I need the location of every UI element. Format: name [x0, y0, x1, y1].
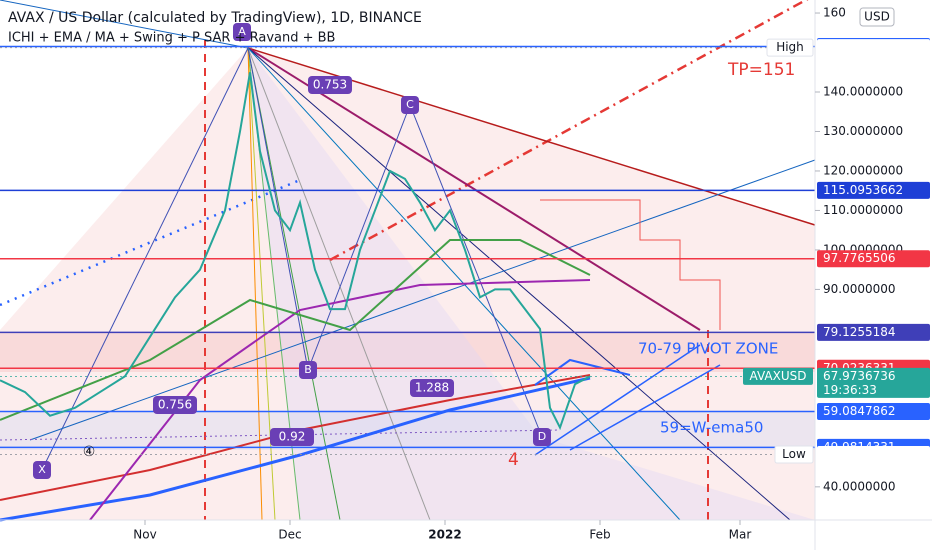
plot: X A B C D 0.753 0.756 1.288 0.92 [0, 23, 815, 479]
annotation: 70-79 PIVOT ZONE [638, 340, 778, 358]
cloud [540, 199, 721, 330]
price-label-box [817, 250, 930, 268]
tag: High [776, 40, 804, 54]
zone [0, 48, 815, 520]
trend [0, 0, 249, 49]
chart-subtitle: ICHI + EMA / MA + Swing + P SAR + Ravand… [8, 31, 335, 46]
ratio-box [410, 379, 454, 397]
y-tick-label: 40.0000000 [823, 479, 896, 493]
ratio-label: 0.92 [279, 430, 306, 444]
y-tick-label: 160 [823, 6, 846, 20]
point-label: D [538, 430, 546, 443]
point-label: X [38, 463, 46, 476]
point-box [401, 96, 419, 114]
price-label-box [817, 402, 930, 420]
y-tick-label: 90.0000000 [823, 282, 896, 296]
point-box [233, 23, 251, 41]
y-tick-label: 120.0000000 [823, 163, 903, 177]
tag-box [774, 445, 814, 464]
ema-zone [0, 412, 815, 450]
arrow [569, 364, 721, 451]
y-tick-label: 110.0000000 [823, 203, 903, 217]
price-label: 67.9736736 [823, 369, 896, 383]
point-box [533, 428, 551, 446]
y-tick-label: 130.0000000 [823, 124, 903, 138]
xabcd [409, 104, 543, 438]
tag: Low [782, 447, 806, 461]
tag: AVAXUSD [750, 369, 807, 383]
fan [247, 47, 431, 521]
fan [247, 47, 341, 521]
trend [247, 47, 701, 331]
annotation: TP=151 [727, 60, 795, 80]
price-series [0, 72, 591, 431]
ratio-box [270, 428, 314, 446]
point-box [33, 461, 51, 479]
point-label: C [406, 98, 414, 111]
axes: 160 140.0000000 130.0000000 120.0000000 110.… [133, 6, 930, 542]
currency-box [859, 7, 895, 27]
point-label: B [304, 363, 312, 376]
ratio-box [153, 396, 197, 414]
ema [89, 279, 591, 521]
price-label-box [817, 446, 930, 464]
trend [29, 159, 816, 441]
arrow [534, 344, 701, 456]
annotation: ④ [83, 444, 96, 460]
ema [0, 376, 591, 522]
x-tick-label: Feb [589, 528, 610, 542]
annotation: 4 [508, 450, 519, 470]
price-label: 79.1255184 [823, 325, 896, 339]
ratio-label: 0.756 [158, 398, 192, 412]
price-label: 115.0953662 [823, 183, 903, 197]
ratio-box [308, 76, 352, 94]
x-tick-label: Dec [278, 528, 301, 542]
price-label: 97.7765506 [823, 251, 896, 265]
ratio-label: 0.753 [313, 78, 347, 92]
pivot-zone [0, 332, 815, 372]
x-tick-label: Nov [133, 528, 156, 542]
price-time: 19:36:33 [823, 383, 877, 397]
chart-title: AVAX / US Dollar (calculated by TradingV… [8, 10, 422, 26]
price-label: 48.1742777 [823, 447, 896, 461]
ratio-label: 1.288 [415, 381, 449, 395]
fan [247, 47, 791, 521]
price-label: 151.2230275 [823, 40, 903, 54]
xabcd [247, 47, 309, 371]
fan-zone [248, 48, 815, 520]
ema [0, 239, 591, 421]
price-label-box [817, 39, 930, 57]
xabcd [307, 104, 411, 371]
x-tick-label: Mar [729, 528, 752, 542]
annotation: 59=W-ema50 [660, 419, 763, 437]
price-label-box [817, 367, 930, 398]
currency: USD [864, 10, 890, 24]
trend [329, 0, 809, 262]
x-tick-label: 2022 [428, 528, 461, 542]
y-tick-label: 140.0000000 [823, 84, 903, 98]
price-label-box [817, 323, 930, 341]
point-box [299, 361, 317, 379]
tag-box [743, 367, 813, 385]
price-label-box [817, 181, 930, 199]
drawings [0, 0, 816, 522]
point-label: A [238, 25, 246, 38]
tag-box [766, 38, 814, 57]
price-label: 59.0847862 [823, 404, 896, 418]
